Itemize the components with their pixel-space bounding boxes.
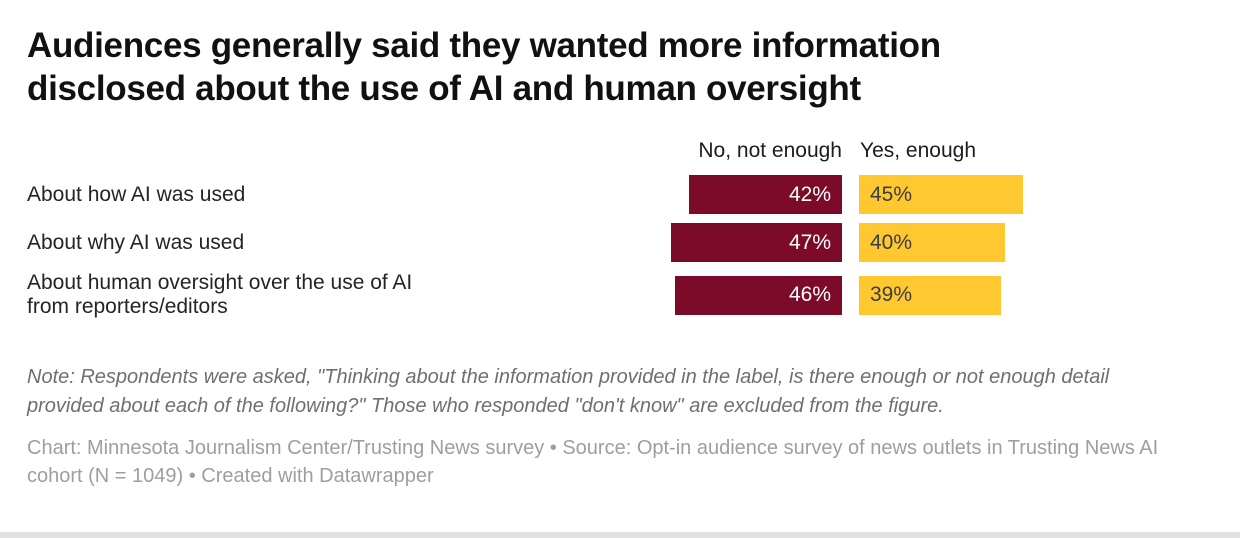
chart-title-line2: disclosed about the use of AI and human … bbox=[27, 69, 861, 108]
bar-no-not-enough: 46% bbox=[674, 275, 842, 315]
category-label: About how AI was used bbox=[27, 182, 246, 206]
chart-row: About human oversight over the use of AI… bbox=[27, 271, 1213, 319]
bar-value-no: 47% bbox=[788, 230, 831, 254]
chart-title: Audiences generally said they wanted mor… bbox=[27, 24, 1213, 110]
bar-rows: About how AI was used 42% 45% About why … bbox=[27, 175, 1213, 319]
bar-value-no: 42% bbox=[788, 182, 831, 206]
chart-card: Audiences generally said they wanted mor… bbox=[27, 24, 1213, 487]
bar-no-not-enough: 42% bbox=[689, 175, 842, 214]
column-headers: No, not enough Yes, enough bbox=[27, 139, 1213, 163]
chart-note: Note: Respondents were asked, "Thinking … bbox=[27, 366, 1110, 417]
category-label: About human oversight over the use of AI… bbox=[27, 271, 413, 318]
bar-yes-enough: 45% bbox=[859, 175, 1023, 214]
bar-value-yes: 39% bbox=[870, 283, 913, 306]
bar-no-not-enough: 47% bbox=[670, 223, 842, 262]
chart-credit: Chart: Minnesota Journalism Center/Trust… bbox=[27, 437, 1159, 487]
bar-yes-enough: 39% bbox=[859, 275, 1001, 315]
bar-yes-enough: 40% bbox=[859, 223, 1005, 262]
bar-value-no: 46% bbox=[788, 283, 831, 306]
footer-strip bbox=[0, 532, 1240, 538]
series-header-yes: Yes, enough bbox=[860, 139, 977, 162]
chart-row: About how AI was used 42% 45% bbox=[27, 175, 1213, 214]
category-label: About why AI was used bbox=[27, 230, 245, 254]
bar-value-yes: 45% bbox=[870, 182, 913, 206]
bar-value-yes: 40% bbox=[870, 230, 913, 254]
chart-title-line1: Audiences generally said they wanted mor… bbox=[27, 26, 941, 65]
chart-row: About why AI was used 47% 40% bbox=[27, 223, 1213, 262]
paired-bar-chart: No, not enough Yes, enough About how AI … bbox=[27, 139, 1213, 319]
series-header-no: No, not enough bbox=[698, 139, 842, 162]
